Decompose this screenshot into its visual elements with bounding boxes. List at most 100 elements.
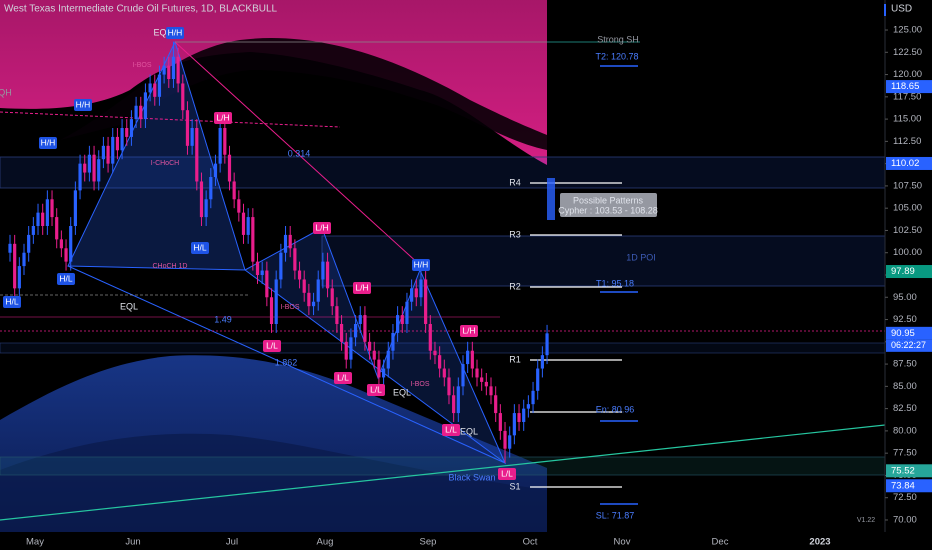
candle-body bbox=[452, 395, 456, 414]
chart-title: West Texas Intermediate Crude Oil Future… bbox=[4, 4, 278, 15]
candle-body bbox=[335, 306, 339, 324]
y-axis-label: USD bbox=[891, 4, 912, 15]
candle-body bbox=[274, 279, 278, 324]
candle-body bbox=[209, 177, 213, 200]
candle-body bbox=[382, 368, 386, 378]
annotation: QH bbox=[0, 87, 12, 97]
swing-label: H/H bbox=[168, 27, 183, 37]
candle-body bbox=[260, 270, 264, 275]
candle-body bbox=[288, 234, 292, 249]
candle-body bbox=[50, 199, 54, 218]
candle-body bbox=[391, 332, 395, 351]
candle-body bbox=[410, 288, 414, 302]
pattern-zone bbox=[547, 178, 555, 220]
swing-label-box bbox=[353, 282, 371, 294]
candle-body bbox=[363, 315, 367, 342]
candle-body bbox=[480, 377, 484, 382]
candle-body bbox=[358, 315, 362, 324]
candle-body bbox=[307, 292, 311, 307]
candle-body bbox=[27, 234, 31, 253]
candle-body bbox=[438, 355, 442, 369]
candle-body bbox=[97, 159, 101, 182]
swing-label-box bbox=[313, 222, 331, 234]
price-tag-label: 97.89 bbox=[891, 266, 915, 277]
y-tick-label: 105.00 bbox=[893, 203, 922, 214]
candle-body bbox=[59, 239, 63, 249]
candle-body bbox=[139, 105, 143, 120]
target-levels bbox=[600, 65, 638, 505]
candle-body bbox=[419, 279, 423, 298]
y-tick-label: 80.00 bbox=[893, 425, 917, 436]
swing-label: L/H bbox=[315, 222, 328, 232]
x-tick-label: 2023 bbox=[809, 537, 830, 548]
x-tick-label: Nov bbox=[614, 537, 631, 548]
price-tag bbox=[886, 479, 932, 493]
candle-body bbox=[181, 83, 185, 111]
annotation: SL: 71.87 bbox=[596, 510, 635, 520]
candle-body bbox=[279, 252, 283, 280]
candle-body bbox=[55, 217, 59, 240]
candle-body bbox=[8, 243, 12, 253]
candle-body bbox=[475, 368, 479, 378]
candle-body bbox=[386, 350, 390, 369]
candle-body bbox=[461, 364, 465, 387]
y-tick-label: 125.00 bbox=[893, 25, 922, 36]
y-tick-label: 92.50 bbox=[893, 314, 917, 325]
candle-body bbox=[283, 234, 288, 253]
candle-body bbox=[134, 105, 138, 120]
candle-body bbox=[349, 337, 353, 360]
swing-label: H/L bbox=[5, 296, 19, 306]
annotation: T2: 120.78 bbox=[595, 51, 638, 61]
candle-body bbox=[120, 128, 124, 151]
y-tick-label: 95.00 bbox=[893, 292, 917, 303]
candle-body bbox=[171, 56, 176, 80]
candle-body bbox=[232, 181, 236, 200]
candle-body bbox=[405, 301, 409, 324]
swing-label: L/H bbox=[216, 112, 229, 122]
swing-label-box bbox=[498, 468, 516, 480]
annotation: R4 bbox=[509, 177, 521, 187]
y-tick-label: 77.50 bbox=[893, 448, 917, 459]
trendline bbox=[0, 424, 886, 521]
price-tag bbox=[886, 156, 932, 170]
y-tick-label: 70.00 bbox=[893, 514, 917, 525]
swing-label-box bbox=[166, 27, 184, 39]
candle-body bbox=[353, 323, 358, 338]
annotation: R3 bbox=[509, 229, 521, 239]
candle-body bbox=[414, 288, 418, 298]
swing-label-box bbox=[412, 259, 430, 271]
zone bbox=[0, 156, 886, 189]
y-tick-label: 87.50 bbox=[893, 359, 917, 370]
candle-body bbox=[204, 199, 208, 218]
upper-band bbox=[0, 0, 547, 165]
y-tick-label: 85.00 bbox=[893, 381, 917, 392]
pivot-levels bbox=[530, 182, 622, 488]
swing-label-box bbox=[460, 325, 478, 337]
annotation: EQL bbox=[393, 387, 411, 397]
price-tag bbox=[886, 326, 932, 340]
swing-label: H/L bbox=[59, 273, 73, 283]
annotation: Strong SH bbox=[597, 34, 639, 44]
price-tag-label: 73.84 bbox=[891, 480, 915, 491]
y-tick-label: 102.50 bbox=[893, 225, 922, 236]
candle-body bbox=[522, 408, 526, 422]
candle-body bbox=[83, 163, 87, 173]
candle-body bbox=[45, 199, 49, 227]
candle-body bbox=[512, 413, 516, 436]
candle-body bbox=[321, 261, 325, 280]
x-tick-label: Sep bbox=[420, 537, 437, 548]
candle-body bbox=[17, 266, 21, 289]
candle-body bbox=[456, 386, 460, 414]
annotation: R2 bbox=[509, 281, 521, 291]
price-tag-label: 118.65 bbox=[891, 81, 919, 92]
price-tag bbox=[886, 265, 932, 279]
candle-body bbox=[190, 128, 194, 146]
candle-body bbox=[36, 212, 40, 227]
candle-body bbox=[494, 395, 498, 414]
annotation: T1: 95.18 bbox=[596, 278, 634, 288]
candle-body bbox=[330, 288, 334, 307]
candle-body bbox=[255, 261, 260, 275]
candle-body bbox=[498, 413, 502, 431]
candle-body bbox=[466, 350, 470, 365]
x-tick-label: Jun bbox=[125, 537, 140, 548]
